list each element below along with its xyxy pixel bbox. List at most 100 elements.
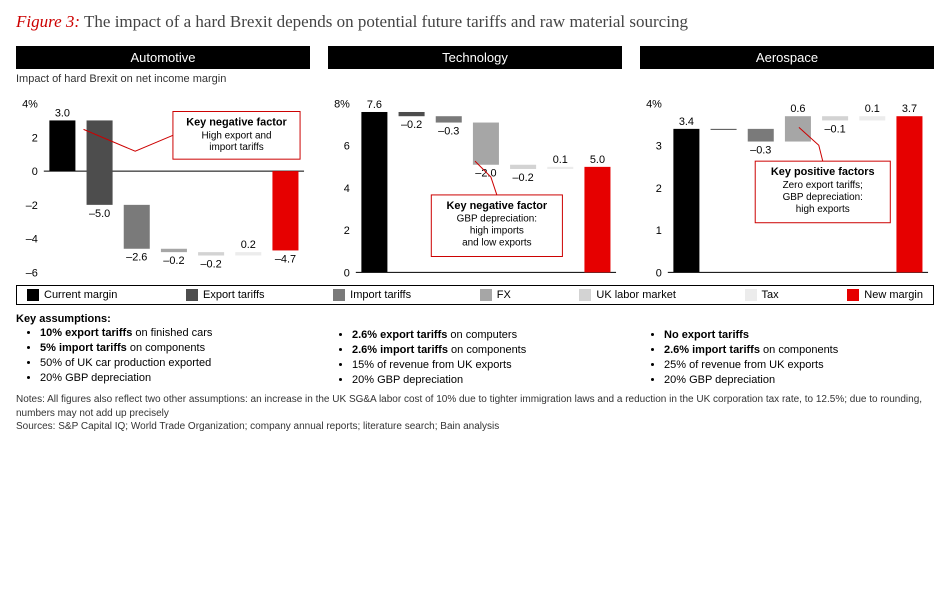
chart-panel: Technology02468%7.6–0.2–0.3–2.0–0.20.15.… xyxy=(328,46,622,279)
assumption-item: 2.6% import tariffs on components xyxy=(664,343,934,358)
legend-label: Export tariffs xyxy=(203,289,265,301)
chart-subtitle: Impact of hard Brexit on net income marg… xyxy=(16,73,310,87)
svg-text:6: 6 xyxy=(344,141,350,153)
svg-text:2: 2 xyxy=(32,132,38,144)
svg-text:4%: 4% xyxy=(22,99,38,111)
svg-text:High export and: High export and xyxy=(201,130,271,141)
bar xyxy=(87,120,113,204)
svg-text:Zero export tariffs;: Zero export tariffs; xyxy=(783,180,863,191)
assumption-item: 20% GBP depreciation xyxy=(664,373,934,388)
assumptions-col: No export tariffs2.6% import tariffs on … xyxy=(640,313,934,387)
bar xyxy=(859,116,885,120)
figure-text: The impact of a hard Brexit depends on p… xyxy=(84,12,688,31)
chart-svg: –6–4–2024%3.0–5.0–2.6–0.2–0.20.2–4.7Key … xyxy=(16,89,310,279)
svg-text:0.6: 0.6 xyxy=(790,103,805,115)
svg-text:–2.6: –2.6 xyxy=(126,252,147,264)
svg-text:–6: –6 xyxy=(26,267,38,279)
chart-panel: Automotive Impact of hard Brexit on net i… xyxy=(16,46,310,279)
svg-text:4%: 4% xyxy=(646,99,662,111)
bar xyxy=(547,167,573,169)
legend-label: FX xyxy=(497,289,511,301)
sources-text: Sources: S&P Capital IQ; World Trade Org… xyxy=(16,420,934,434)
svg-text:–0.2: –0.2 xyxy=(512,172,533,184)
assumption-item: 5% import tariffs on components xyxy=(40,341,310,356)
legend-item: Tax xyxy=(745,289,779,301)
svg-text:8%: 8% xyxy=(334,99,350,111)
bar xyxy=(748,129,774,142)
bar xyxy=(711,129,737,130)
assumption-item: 20% GBP depreciation xyxy=(352,373,622,388)
bar xyxy=(473,123,499,165)
svg-text:0: 0 xyxy=(344,267,350,279)
legend-item: FX xyxy=(480,289,511,301)
svg-text:high exports: high exports xyxy=(796,204,850,215)
svg-text:–0.3: –0.3 xyxy=(750,144,771,156)
svg-text:2: 2 xyxy=(656,183,662,195)
svg-text:–0.2: –0.2 xyxy=(163,255,184,267)
svg-text:–5.0: –5.0 xyxy=(89,208,110,220)
bar xyxy=(785,116,811,141)
figure-number: Figure 3: xyxy=(16,12,80,31)
legend-item: Export tariffs xyxy=(186,289,265,301)
assumption-item: 50% of UK car production exported xyxy=(40,356,310,371)
bar xyxy=(896,116,922,272)
svg-text:–0.1: –0.1 xyxy=(824,123,845,135)
chart-panel: Aerospace01234%3.4–0.30.6–0.10.13.7Key p… xyxy=(640,46,934,279)
bar xyxy=(822,116,848,120)
bar xyxy=(161,249,187,252)
legend-item: Import tariffs xyxy=(333,289,411,301)
svg-text:7.6: 7.6 xyxy=(367,99,382,111)
assumption-item: 2.6% export tariffs on computers xyxy=(352,328,622,343)
bar xyxy=(510,165,536,169)
svg-text:0.1: 0.1 xyxy=(865,103,880,115)
svg-text:2: 2 xyxy=(344,225,350,237)
assumptions-title: Key assumptions: xyxy=(16,313,310,325)
chart-svg: 02468%7.6–0.2–0.3–2.0–0.20.15.0Key negat… xyxy=(328,89,622,279)
legend-label: Tax xyxy=(762,289,779,301)
svg-text:0.2: 0.2 xyxy=(241,239,256,251)
legend-item: New margin xyxy=(847,289,923,301)
figure-title: Figure 3: The impact of a hard Brexit de… xyxy=(16,12,934,32)
legend-label: Import tariffs xyxy=(350,289,411,301)
bar xyxy=(361,112,387,272)
notes-text: Notes: All figures also reflect two othe… xyxy=(16,393,934,420)
legend-swatch xyxy=(480,289,492,301)
chart-header: Automotive xyxy=(16,46,310,69)
svg-text:–2: –2 xyxy=(26,200,38,212)
legend-label: UK labor market xyxy=(596,289,675,301)
assumption-item: 25% of revenue from UK exports xyxy=(664,358,934,373)
assumption-item: 15% of revenue from UK exports xyxy=(352,358,622,373)
legend-item: Current margin xyxy=(27,289,117,301)
legend-swatch xyxy=(333,289,345,301)
svg-text:import tariffs: import tariffs xyxy=(209,142,263,153)
svg-text:1: 1 xyxy=(656,225,662,237)
bar xyxy=(399,112,425,116)
bar xyxy=(198,252,224,255)
chart-header: Aerospace xyxy=(640,46,934,69)
assumption-item: 20% GBP depreciation xyxy=(40,371,310,386)
svg-text:0: 0 xyxy=(656,267,662,279)
svg-text:0.1: 0.1 xyxy=(553,154,568,166)
assumptions: Key assumptions:10% export tariffs on fi… xyxy=(16,313,934,387)
legend-label: Current margin xyxy=(44,289,117,301)
svg-text:GBP depreciation:: GBP depreciation: xyxy=(457,214,537,225)
bar xyxy=(235,252,261,255)
legend-swatch xyxy=(745,289,757,301)
assumption-item: 10% export tariffs on finished cars xyxy=(40,326,310,341)
legend-swatch xyxy=(186,289,198,301)
svg-text:–4.7: –4.7 xyxy=(275,253,296,265)
legend-item: UK labor market xyxy=(579,289,675,301)
charts-row: Automotive Impact of hard Brexit on net i… xyxy=(16,46,934,279)
chart-svg: 01234%3.4–0.30.6–0.10.13.7Key positive f… xyxy=(640,89,934,279)
svg-text:Key positive factors: Key positive factors xyxy=(771,166,875,178)
assumption-item: 2.6% import tariffs on components xyxy=(352,343,622,358)
svg-text:3.7: 3.7 xyxy=(902,103,917,115)
svg-text:3.0: 3.0 xyxy=(55,107,70,119)
svg-text:GBP depreciation:: GBP depreciation: xyxy=(783,192,863,203)
legend-swatch xyxy=(847,289,859,301)
svg-text:4: 4 xyxy=(344,183,350,195)
svg-text:–4: –4 xyxy=(26,234,38,246)
legend-swatch xyxy=(579,289,591,301)
svg-text:and low exports: and low exports xyxy=(462,238,532,249)
svg-text:0: 0 xyxy=(32,166,38,178)
